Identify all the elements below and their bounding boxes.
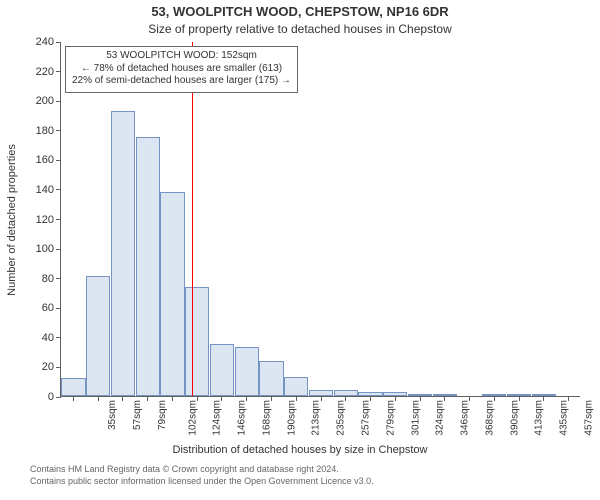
y-tick-label: 40: [42, 332, 54, 344]
y-tick: [56, 337, 61, 338]
y-tick-label: 120: [36, 214, 54, 226]
footer-line-1: Contains HM Land Registry data © Crown c…: [30, 464, 374, 476]
x-tick: [469, 396, 470, 401]
x-tick-label: 168sqm: [262, 400, 273, 436]
x-tick: [73, 396, 74, 401]
histogram-bar: [210, 344, 234, 396]
annotation-box: 53 WOOLPITCH WOOD: 152sqm ← 78% of detac…: [65, 46, 298, 93]
x-tick: [221, 396, 222, 401]
x-tick: [345, 396, 346, 401]
x-tick: [395, 396, 396, 401]
y-tick-label: 220: [36, 66, 54, 78]
x-tick-label: 390sqm: [509, 400, 520, 436]
x-tick-label: 124sqm: [212, 400, 223, 436]
x-tick-label: 213sqm: [311, 400, 322, 436]
x-tick-label: 413sqm: [534, 400, 545, 436]
y-tick: [56, 278, 61, 279]
x-tick: [271, 396, 272, 401]
x-tick-label: 368sqm: [484, 400, 495, 436]
x-tick: [444, 396, 445, 401]
x-tick-label: 301sqm: [410, 400, 421, 436]
histogram-bar: [185, 287, 209, 396]
x-tick-label: 102sqm: [187, 400, 198, 436]
y-tick: [56, 308, 61, 309]
histogram-bar: [86, 276, 110, 396]
chart-subtitle: Size of property relative to detached ho…: [0, 22, 600, 36]
y-tick: [56, 130, 61, 131]
y-tick: [56, 249, 61, 250]
y-tick-label: 180: [36, 125, 54, 137]
x-axis-label: Distribution of detached houses by size …: [0, 444, 600, 456]
x-tick: [122, 396, 123, 401]
x-tick-label: 257sqm: [361, 400, 372, 436]
x-tick-label: 57sqm: [132, 400, 143, 430]
y-tick: [56, 42, 61, 43]
x-tick-label: 324sqm: [435, 400, 446, 436]
histogram-bar: [235, 347, 259, 396]
footer-line-2: Contains public sector information licen…: [30, 476, 374, 488]
histogram-bar: [111, 111, 135, 396]
x-tick: [296, 396, 297, 401]
x-tick-label: 190sqm: [286, 400, 297, 436]
x-tick: [370, 396, 371, 401]
footer-attribution: Contains HM Land Registry data © Crown c…: [30, 464, 374, 487]
histogram-bar: [160, 192, 184, 396]
x-tick: [197, 396, 198, 401]
x-tick: [321, 396, 322, 401]
x-tick: [568, 396, 569, 401]
y-tick: [56, 160, 61, 161]
x-tick: [98, 396, 99, 401]
histogram-bar: [61, 378, 85, 396]
x-tick-label: 279sqm: [385, 400, 396, 436]
histogram-bar: [259, 361, 283, 397]
y-tick-label: 100: [36, 243, 54, 255]
annotation-line-2: ← 78% of detached houses are smaller (61…: [72, 63, 291, 76]
x-tick-label: 79sqm: [157, 400, 168, 430]
y-tick: [56, 71, 61, 72]
x-tick-label: 35sqm: [107, 400, 118, 430]
y-tick: [56, 367, 61, 368]
y-tick-label: 80: [42, 273, 54, 285]
y-tick-label: 160: [36, 154, 54, 166]
y-tick: [56, 219, 61, 220]
x-tick: [519, 396, 520, 401]
y-tick-label: 240: [36, 36, 54, 48]
plot-area: 02040608010012014016018020022024035sqm57…: [60, 42, 580, 397]
x-tick-label: 235sqm: [336, 400, 347, 436]
y-tick: [56, 101, 61, 102]
x-tick: [246, 396, 247, 401]
annotation-line-3: 22% of semi-detached houses are larger (…: [72, 75, 291, 88]
y-tick-label: 140: [36, 184, 54, 196]
chart-container: 53, WOOLPITCH WOOD, CHEPSTOW, NP16 6DR S…: [0, 0, 600, 500]
x-tick-label: 435sqm: [559, 400, 570, 436]
histogram-bar: [136, 137, 160, 396]
x-tick: [420, 396, 421, 401]
y-tick-label: 200: [36, 95, 54, 107]
y-tick: [56, 397, 61, 398]
x-tick-label: 346sqm: [460, 400, 471, 436]
chart-title: 53, WOOLPITCH WOOD, CHEPSTOW, NP16 6DR: [0, 4, 600, 19]
x-tick-label: 146sqm: [237, 400, 248, 436]
y-tick: [56, 189, 61, 190]
y-tick-label: 0: [48, 391, 54, 403]
x-tick: [172, 396, 173, 401]
x-tick: [543, 396, 544, 401]
x-tick-label: 457sqm: [583, 400, 594, 436]
y-tick-label: 20: [42, 361, 54, 373]
y-axis-label: Number of detached properties: [6, 144, 18, 296]
reference-line: [192, 42, 193, 396]
x-tick: [147, 396, 148, 401]
y-tick-label: 60: [42, 302, 54, 314]
annotation-line-1: 53 WOOLPITCH WOOD: 152sqm: [72, 50, 291, 63]
histogram-bar: [284, 377, 308, 396]
x-tick: [494, 396, 495, 401]
